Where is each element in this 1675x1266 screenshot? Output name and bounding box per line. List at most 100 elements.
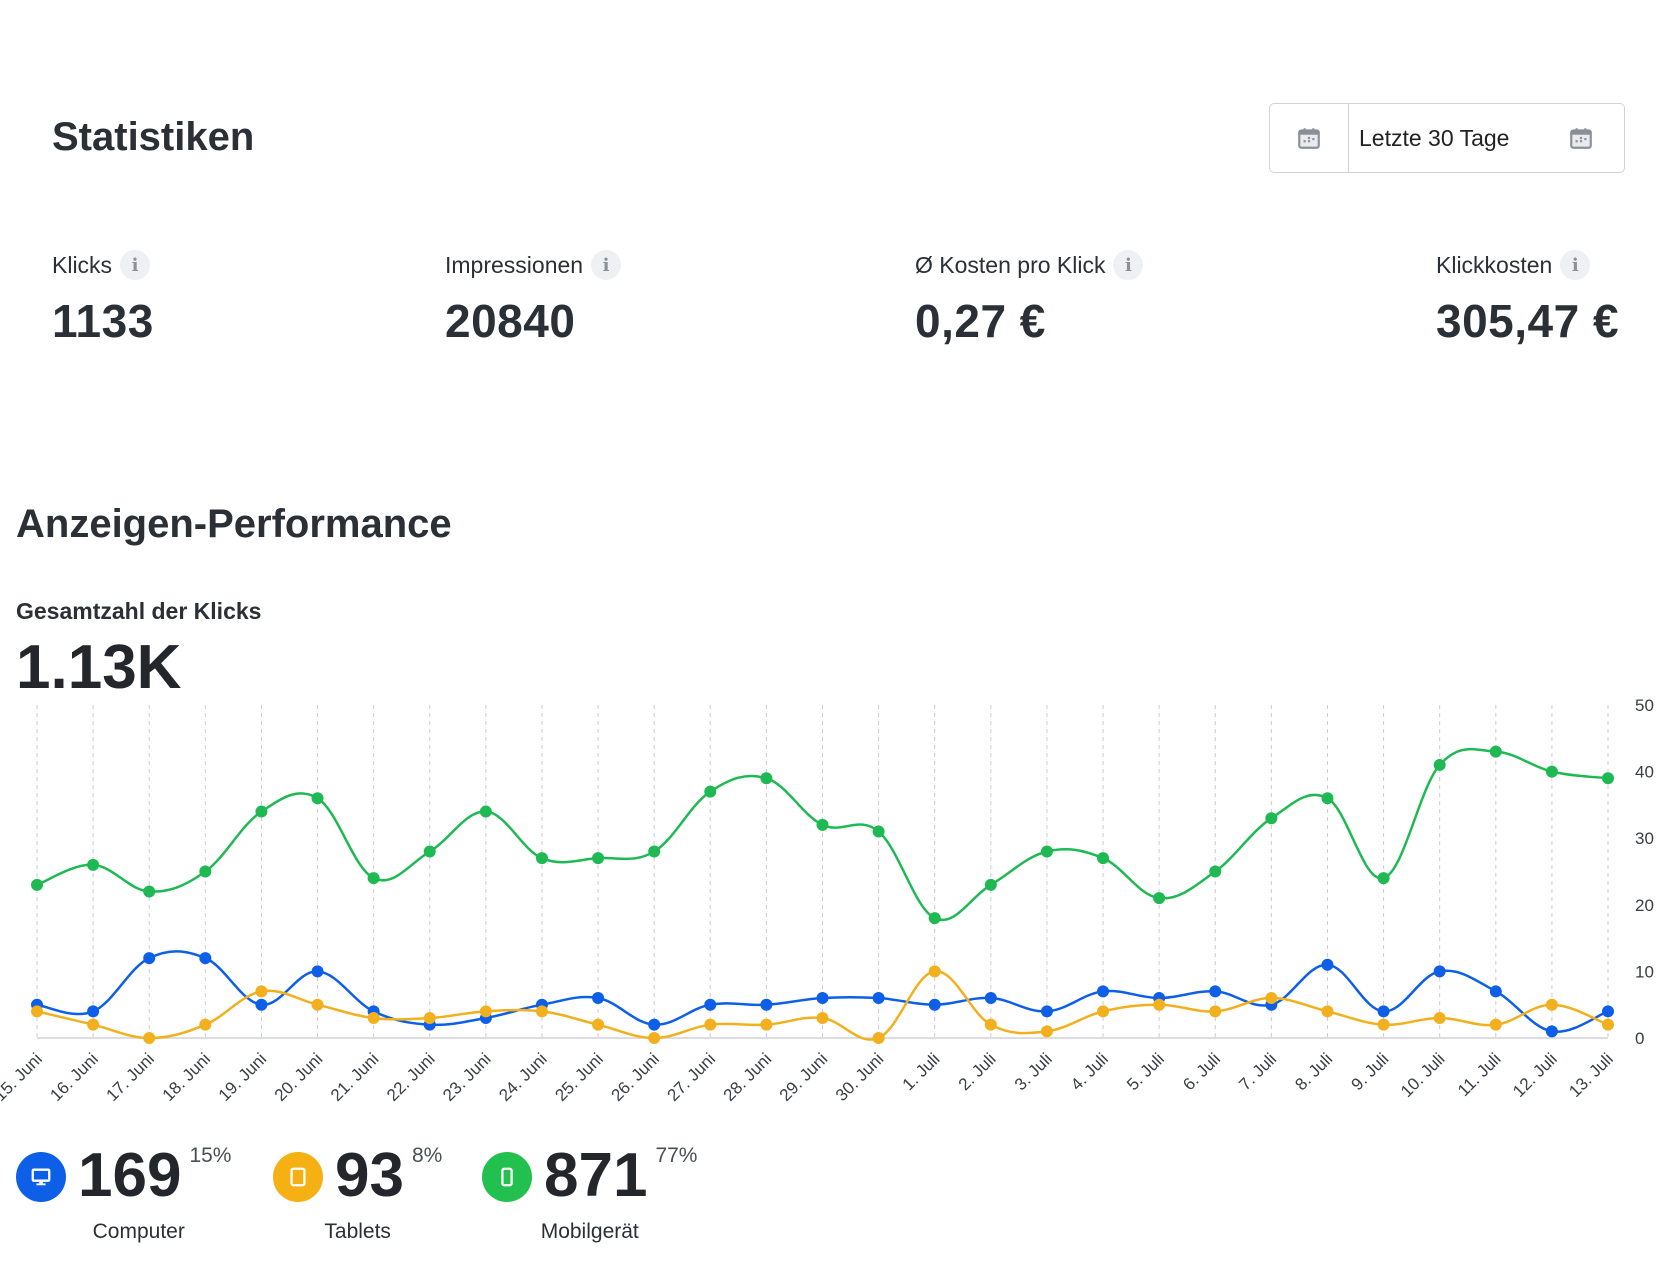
chart-subtitle: Gesamtzahl der Klicks	[16, 598, 262, 624]
data-point	[1153, 998, 1166, 1011]
data-point	[1545, 1025, 1558, 1038]
section-title: Anzeigen-Performance	[16, 502, 452, 546]
data-point	[199, 952, 212, 965]
device-count: 169	[78, 1141, 182, 1210]
data-point	[1433, 1012, 1446, 1025]
device-tablets: 93 8% Tablets	[273, 1140, 442, 1244]
data-point	[1321, 792, 1334, 805]
data-point	[367, 1012, 380, 1025]
data-point	[143, 885, 156, 898]
x-tick-label: 25. Juni	[551, 1049, 607, 1105]
device-label: Computer	[92, 1220, 185, 1243]
x-tick-label: 7. Juli	[1235, 1049, 1280, 1094]
data-point	[1433, 758, 1446, 771]
x-tick-label: 2. Juli	[955, 1049, 1000, 1094]
data-point	[816, 992, 829, 1005]
date-range-picker[interactable]: Letzte 30 Tage	[1269, 103, 1625, 173]
calendar-button[interactable]	[1270, 104, 1349, 172]
data-point	[1209, 1005, 1222, 1018]
data-point	[199, 1018, 212, 1031]
x-tick-label: 19. Juni	[215, 1049, 271, 1105]
data-point	[704, 1018, 717, 1031]
data-point	[423, 1012, 436, 1025]
data-point	[984, 878, 997, 891]
data-point	[31, 878, 43, 891]
data-point	[1097, 985, 1110, 998]
date-range-select[interactable]: Letzte 30 Tage	[1349, 104, 1624, 172]
metric-value: 1133	[52, 295, 154, 347]
data-point	[1433, 965, 1446, 978]
data-point	[760, 1018, 773, 1031]
metric-cost-per-click: Ø Kosten pro Klick i 0,27 €	[915, 250, 1144, 348]
device-mobile: 871 77% Mobilgerät	[482, 1140, 697, 1244]
data-point	[1265, 992, 1278, 1005]
device-percent: 77%	[655, 1144, 698, 1167]
data-point	[255, 805, 268, 818]
info-icon[interactable]: i	[1113, 250, 1144, 280]
data-point	[928, 998, 941, 1011]
clicks-line-chart: 15. Juni 16. Juni 17. Juni 18. Juni 19. Juni…	[0, 696, 1654, 1105]
metric-value: 305,47 €	[1436, 295, 1620, 347]
data-point	[984, 992, 997, 1005]
device-count: 93	[335, 1141, 404, 1210]
data-point	[1602, 772, 1614, 785]
x-tick-label: 10. Juli	[1397, 1049, 1449, 1101]
data-point	[423, 845, 436, 858]
data-point	[1040, 1005, 1053, 1018]
x-tick-label: 12. Juli	[1509, 1049, 1561, 1101]
x-tick-label: 20. Juni	[271, 1049, 327, 1105]
data-point	[760, 772, 773, 785]
metric-impressionen: Impressionen i 20840	[445, 250, 622, 348]
smartphone-icon	[482, 1152, 532, 1202]
data-point	[255, 985, 268, 998]
x-tick-label: 26. Juni	[607, 1049, 663, 1105]
data-point	[367, 872, 380, 885]
x-tick-label: 5. Juli	[1123, 1049, 1168, 1094]
data-point	[1602, 1018, 1614, 1031]
info-icon[interactable]: i	[591, 250, 622, 280]
data-point	[31, 1005, 43, 1018]
x-tick-label: 6. Juli	[1179, 1049, 1224, 1094]
data-point	[199, 865, 212, 878]
x-tick-label: 28. Juni	[720, 1049, 776, 1105]
data-point	[535, 852, 548, 865]
x-tick-label: 30. Juni	[832, 1049, 888, 1105]
data-point	[311, 965, 324, 978]
info-icon[interactable]: i	[120, 250, 151, 280]
data-point	[1097, 1005, 1110, 1018]
calendar-icon	[1570, 128, 1592, 149]
data-point	[255, 998, 268, 1011]
series-line-tablets	[36, 970, 1609, 1041]
data-point	[648, 845, 661, 858]
x-tick-label: 11. Juli	[1454, 1049, 1505, 1100]
page-title: Statistiken	[52, 115, 255, 159]
x-tick-label: 29. Juni	[776, 1049, 832, 1105]
data-point	[1153, 892, 1166, 905]
device-count: 871	[544, 1141, 648, 1210]
data-point	[87, 1018, 100, 1031]
info-icon[interactable]: i	[1560, 250, 1591, 280]
data-point	[87, 1005, 100, 1018]
x-tick-label: 4. Juli	[1067, 1049, 1112, 1094]
tablet-icon	[273, 1152, 323, 1202]
metric-label: Ø Kosten pro Klick	[915, 251, 1106, 278]
data-point	[1545, 765, 1558, 778]
metric-klickkosten: Klickkosten i 305,47 €	[1436, 250, 1619, 348]
data-point	[872, 992, 885, 1005]
data-point	[592, 992, 605, 1005]
device-computer: 169 15% Computer	[16, 1140, 231, 1244]
date-range-value: Letzte 30 Tage	[1359, 124, 1510, 151]
data-point	[816, 818, 829, 831]
y-tick-label: 10	[1635, 962, 1654, 981]
x-tick-label: 15. Juni	[0, 1049, 46, 1105]
y-tick-label: 50	[1635, 696, 1654, 715]
x-tick-label: 3. Juli	[1011, 1049, 1056, 1094]
metric-value: 20840	[445, 295, 576, 347]
data-point	[535, 1005, 548, 1018]
x-tick-label: 13. Juli	[1565, 1049, 1617, 1101]
metric-label: Klicks	[52, 251, 113, 278]
data-point	[984, 1018, 997, 1031]
device-percent: 15%	[189, 1144, 232, 1167]
device-label: Mobilgerät	[540, 1220, 639, 1243]
data-point	[1377, 1018, 1390, 1031]
